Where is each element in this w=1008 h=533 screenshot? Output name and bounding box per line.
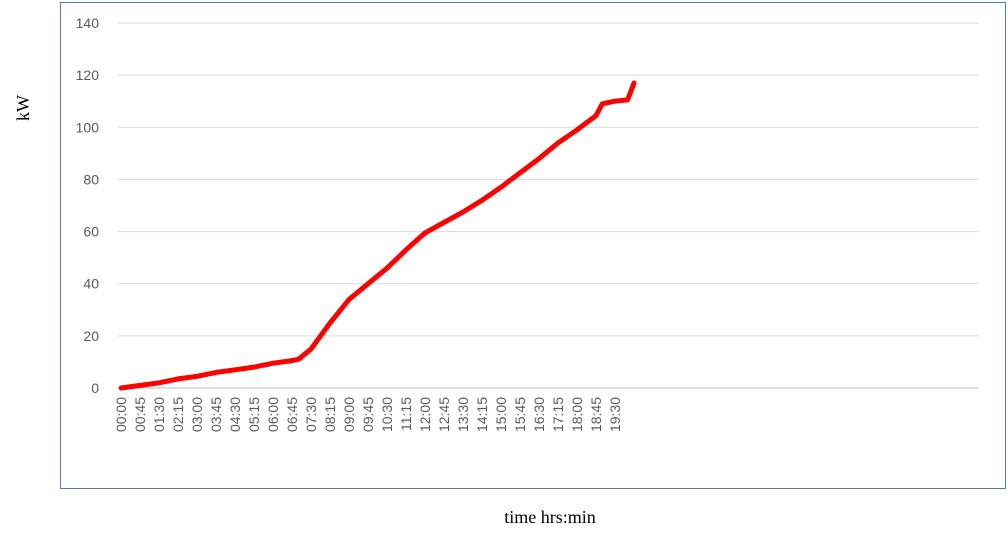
- x-tick-label: 00:45: [132, 397, 148, 432]
- x-tick-label: 00:00: [113, 397, 129, 432]
- y-tick-label: 120: [76, 67, 100, 83]
- x-tick-label: 14:15: [474, 397, 490, 432]
- x-tick-label: 12:00: [417, 397, 433, 432]
- x-tick-label: 17:15: [550, 397, 566, 432]
- chart-frame: 0 20 40 60 80 100 120 140 00:00 00:45 01:30 02:15 03…: [60, 2, 1006, 489]
- x-tick-label: 02:15: [170, 397, 186, 432]
- x-tick-label: 06:45: [284, 397, 300, 432]
- y-tick-label: 140: [76, 15, 100, 31]
- y-tick-label: 60: [83, 224, 99, 240]
- x-tick-label: 15:45: [512, 397, 528, 432]
- y-tick-label: 100: [76, 119, 100, 135]
- x-tick-label: 03:45: [208, 397, 224, 432]
- x-tick-label: 16:30: [531, 397, 547, 432]
- x-tick-label: 10:30: [379, 397, 395, 432]
- x-tick-label: 07:30: [303, 397, 319, 432]
- x-tick-label: 08:15: [322, 397, 338, 432]
- y-tick-label: 40: [83, 276, 99, 292]
- x-tick-label: 09:45: [360, 397, 376, 432]
- x-tick-label: 06:00: [265, 397, 281, 432]
- x-tick-label: 19:30: [607, 397, 623, 432]
- x-tick-label: 15:00: [493, 397, 509, 432]
- x-tick-label: 04:30: [227, 397, 243, 432]
- series-line: [118, 80, 637, 391]
- y-tick-label: 80: [83, 171, 99, 187]
- x-tick-label: 09:00: [341, 397, 357, 432]
- y-tick-label: 0: [91, 380, 99, 396]
- x-tick-label: 18:45: [588, 397, 604, 432]
- y-axis-title: kW: [12, 95, 33, 121]
- x-tick-label: 12:45: [436, 397, 452, 432]
- x-tick-label: 03:00: [189, 397, 205, 432]
- x-tick-label: 13:30: [455, 397, 471, 432]
- x-tick-label: 05:15: [246, 397, 262, 432]
- x-tick-label: 11:15: [398, 397, 414, 431]
- y-tick-label: 20: [83, 328, 99, 344]
- x-tick-label: 01:30: [151, 397, 167, 432]
- x-tick-label: 18:00: [569, 397, 585, 432]
- x-axis-title: time hrs:min: [504, 507, 596, 527]
